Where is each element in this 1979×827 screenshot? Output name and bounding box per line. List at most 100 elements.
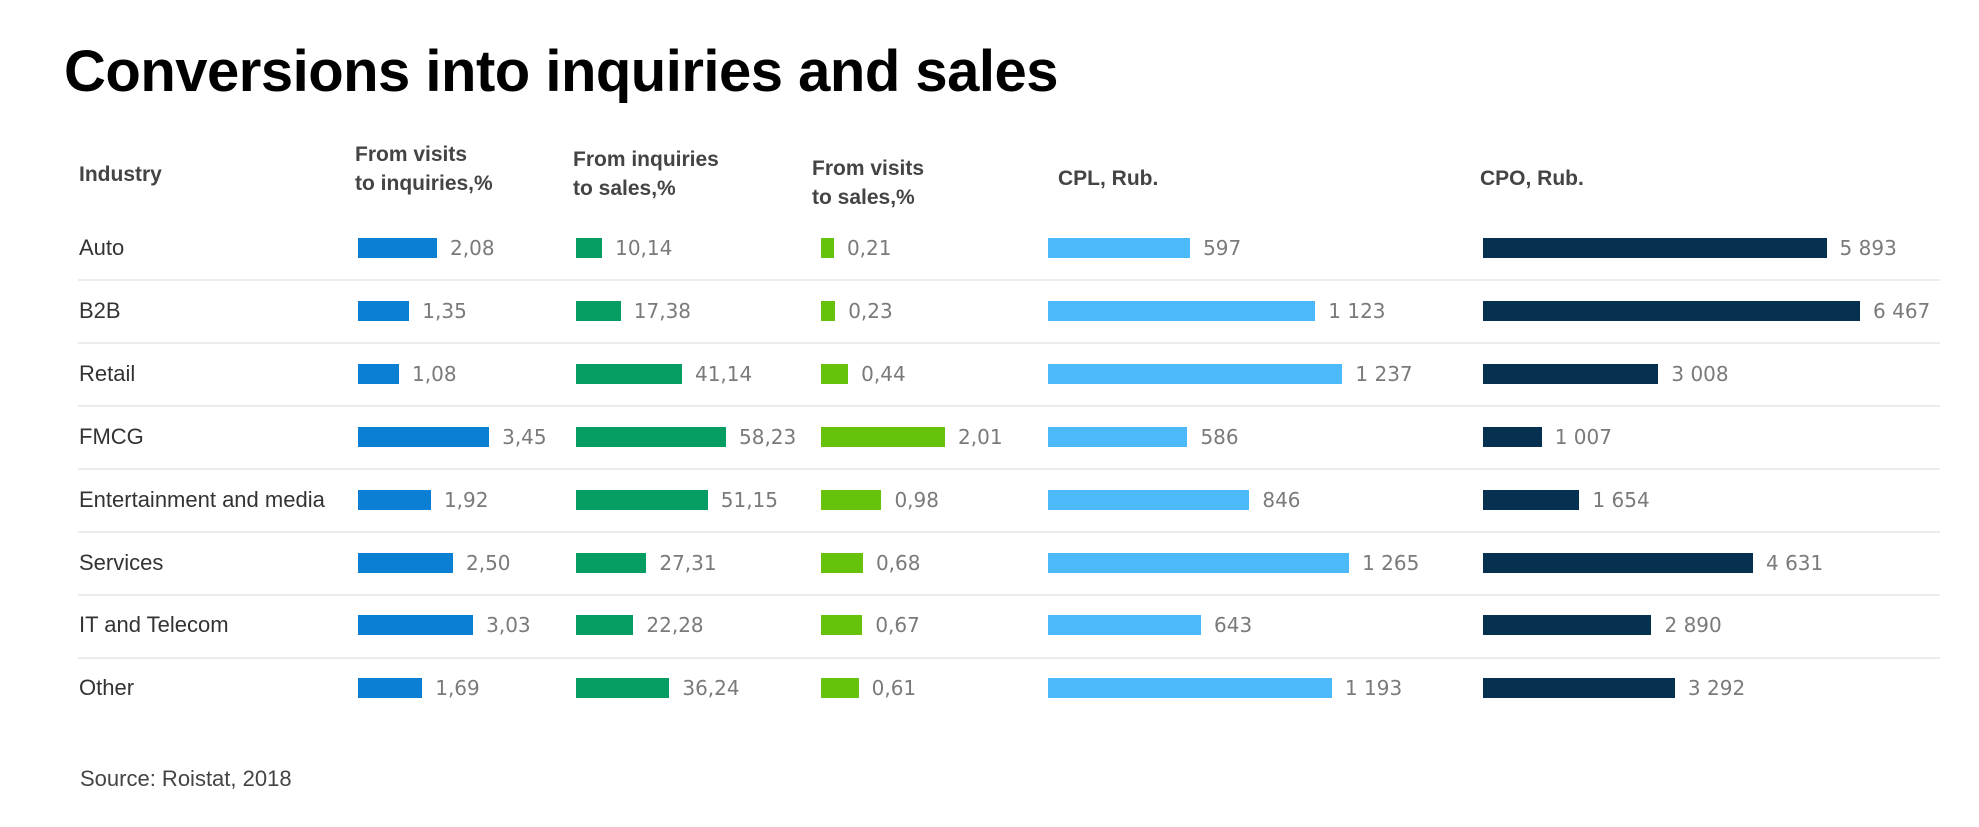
bar	[1048, 426, 1188, 447]
industry-label: FMCG	[79, 423, 144, 449]
bar	[358, 489, 431, 510]
data-label: 51,15	[720, 487, 779, 512]
row-divider	[78, 405, 1940, 408]
data-label: 586	[1200, 424, 1239, 449]
column-header: CPL, Rub.	[1058, 164, 1158, 193]
row-divider	[78, 342, 1940, 345]
bar	[1483, 552, 1753, 573]
bar	[358, 300, 410, 321]
column-header-line: to sales,%	[812, 186, 915, 209]
data-label: 2,50	[466, 550, 511, 575]
bar	[1483, 363, 1659, 384]
data-label: 41,14	[694, 361, 753, 386]
bar	[1483, 678, 1675, 699]
data-label: 597	[1203, 236, 1242, 260]
bar	[576, 552, 647, 573]
bar	[358, 552, 453, 573]
column-header-line: CPL, Rub.	[1058, 167, 1159, 190]
data-label: 3,03	[486, 613, 531, 638]
industry-label: IT and Telecom	[79, 612, 229, 638]
bar	[1483, 300, 1861, 321]
bar	[576, 300, 621, 321]
industry-label: Other	[79, 675, 135, 701]
industry-label: Services	[79, 549, 164, 575]
data-label: 1 237	[1355, 361, 1413, 386]
bar	[1483, 426, 1542, 447]
data-label: 17,38	[633, 298, 692, 323]
column-header: From inquiries to sales,%	[573, 145, 719, 203]
data-label: 0,44	[861, 361, 906, 386]
bar	[1048, 489, 1250, 510]
bar	[1048, 238, 1191, 258]
chart-title: Conversions into inquiries and sales	[64, 39, 1059, 104]
column-header: CPO, Rub.	[1480, 164, 1584, 193]
data-label: 1,92	[443, 487, 489, 512]
data-label: 1,69	[435, 676, 480, 701]
column-header-line: From visits	[812, 157, 925, 180]
data-label: 36,24	[682, 676, 740, 701]
data-label: 2,01	[958, 424, 1003, 449]
data-label: 1 123	[1328, 298, 1386, 323]
bar	[821, 678, 859, 699]
data-label: 1,08	[412, 361, 457, 386]
bar	[576, 678, 670, 699]
bar	[1483, 615, 1652, 636]
bar	[358, 615, 474, 636]
row-divider	[78, 468, 1940, 471]
bar	[1048, 615, 1202, 636]
data-label: 22,28	[646, 613, 704, 638]
data-label: 1 265	[1362, 550, 1420, 575]
bar	[821, 238, 834, 258]
data-label: 1,35	[422, 298, 467, 323]
bar	[576, 426, 726, 447]
bar	[821, 426, 946, 447]
data-label: 846	[1262, 487, 1301, 512]
bar	[821, 552, 863, 573]
bar	[821, 489, 882, 510]
data-label: 0,68	[875, 550, 921, 575]
industry-label: Entertainment and media	[79, 486, 325, 512]
bar	[821, 615, 863, 636]
data-label: 0,98	[894, 487, 939, 512]
data-label: 643	[1214, 613, 1253, 638]
data-label: 10,14	[615, 236, 673, 260]
bar	[576, 238, 603, 258]
column-header-line: From visits	[355, 143, 468, 166]
bar	[1048, 552, 1350, 573]
data-label: 0,61	[871, 676, 917, 701]
industry-label: Retail	[79, 360, 136, 386]
data-label: 1 007	[1554, 424, 1612, 449]
row-divider	[78, 593, 1940, 596]
bar	[358, 238, 438, 258]
bar	[1048, 300, 1316, 321]
data-label: 3 292	[1687, 676, 1746, 701]
bar	[821, 363, 849, 384]
data-label: 1 654	[1592, 487, 1650, 512]
data-label: 0,67	[875, 613, 920, 638]
bar	[576, 615, 634, 636]
data-label: 58,23	[739, 424, 797, 449]
bar	[358, 426, 490, 447]
source-note: Source: Roistat, 2018	[80, 766, 292, 791]
row-divider	[78, 656, 1940, 659]
bar	[1483, 489, 1580, 510]
data-label: 2 890	[1664, 613, 1722, 638]
data-label: 3 008	[1671, 361, 1729, 386]
industry-label: B2B	[79, 297, 121, 323]
data-label: 27,31	[659, 550, 717, 575]
data-label: 0,21	[846, 236, 892, 260]
data-label: 3,45	[502, 424, 547, 449]
data-label: 1 193	[1344, 676, 1403, 701]
row-divider	[78, 279, 1940, 282]
industry-label: Auto	[79, 235, 125, 260]
bar	[576, 489, 708, 510]
data-label: 2,08	[450, 236, 495, 260]
data-label: 6 467	[1873, 298, 1931, 323]
data-label: 0,23	[848, 298, 893, 323]
column-header-line: CPO, Rub.	[1480, 167, 1584, 190]
bar	[358, 363, 400, 384]
bar	[576, 363, 682, 384]
bar	[1048, 678, 1332, 699]
column-header-line: to sales,%	[573, 177, 676, 200]
